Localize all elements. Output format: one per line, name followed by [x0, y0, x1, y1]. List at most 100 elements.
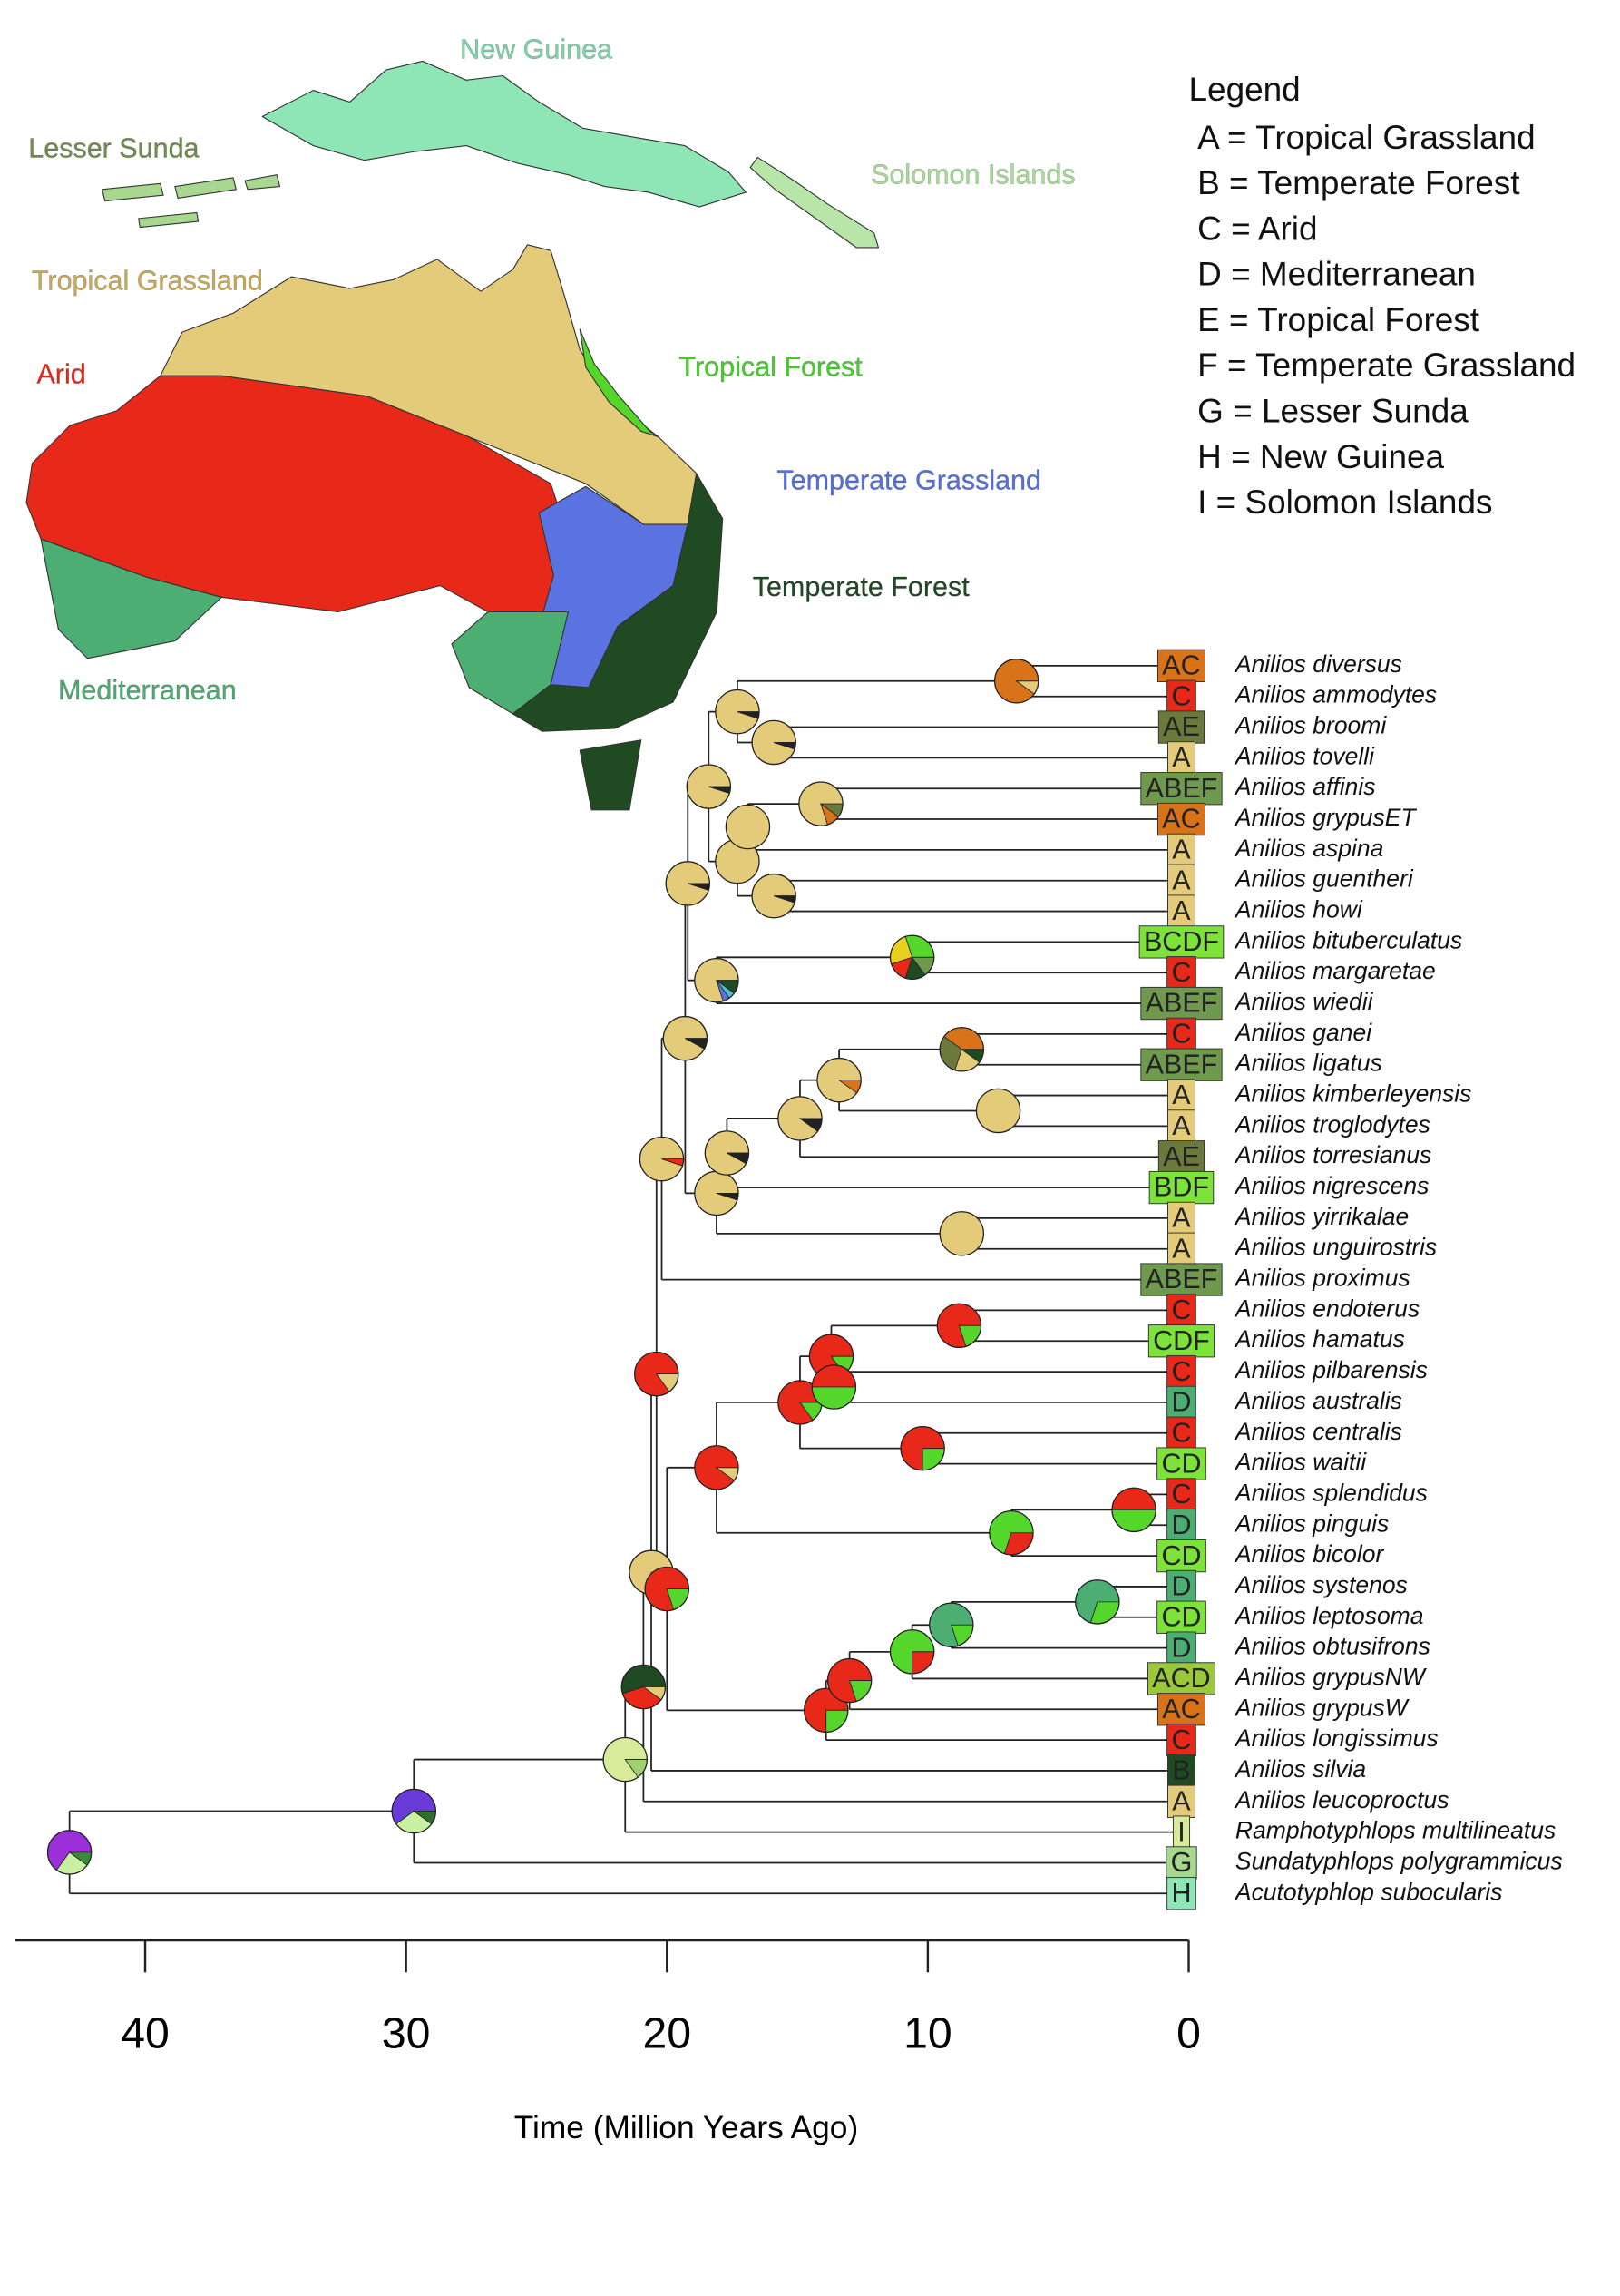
tip-area-box — [1166, 1478, 1196, 1511]
tip-name: Anilios guentheri — [1234, 865, 1414, 893]
tip-area-code: C — [1171, 1295, 1191, 1325]
tip-name: Sundatyphlops polygrammicus — [1235, 1847, 1563, 1874]
map-temperate-forest — [512, 473, 724, 811]
tip-name: Anilios ganei — [1234, 1019, 1372, 1046]
tip-name: Anilios bicolor — [1234, 1540, 1385, 1568]
legend-item: C = Arid — [1197, 210, 1317, 247]
tip-area-code: H — [1171, 1878, 1191, 1909]
tip-area-box — [1167, 1109, 1195, 1143]
tip-area-code: A — [1172, 865, 1191, 895]
pie-outline — [816, 1057, 862, 1103]
pie-outline — [694, 957, 739, 1003]
tip-area-code: C — [1171, 680, 1191, 711]
tip-area-code: AC — [1162, 650, 1200, 681]
tip-area-box — [1166, 679, 1196, 713]
tip-area-box — [1166, 1354, 1196, 1389]
tip-name: Anilios leucoproctus — [1234, 1786, 1449, 1813]
pies — [46, 659, 1156, 1875]
tip-name: Anilios pinguis — [1234, 1509, 1389, 1537]
pie-outline — [900, 1425, 945, 1471]
tip-name: Anilios proximus — [1234, 1265, 1410, 1292]
map-tropical-forest — [579, 328, 659, 438]
tip-area-box — [1167, 864, 1195, 897]
pie-outline — [936, 1303, 982, 1349]
legend-item: E = Tropical Forest — [1197, 301, 1479, 338]
tip-area-code: D — [1171, 1632, 1191, 1663]
tip-name: Anilios bituberculatus — [1234, 926, 1462, 953]
pie-outline — [602, 1736, 648, 1783]
tip-name: Anilios diversus — [1234, 650, 1402, 678]
tip-area-code: ABEF — [1146, 1264, 1218, 1295]
tip-area-box — [1166, 1294, 1196, 1327]
pie-outline — [777, 1096, 823, 1141]
pie-outline — [889, 1629, 935, 1675]
map-tropical-grassland — [160, 244, 698, 525]
tip-area-code: I — [1177, 1816, 1185, 1847]
pie-slice — [725, 804, 771, 850]
pie-outline — [634, 1351, 679, 1397]
tip-name: Anilios grypusNW — [1234, 1663, 1428, 1690]
tip-area-code: B — [1172, 1755, 1190, 1786]
tip-name: Anilios obtusifrons — [1234, 1633, 1430, 1660]
tip-name: Anilios systenos — [1234, 1571, 1408, 1598]
pie-outline — [662, 1015, 708, 1061]
pie-outline — [889, 934, 935, 981]
tip-area-box — [1166, 1569, 1196, 1604]
tip-name: Anilios ammodytes — [1234, 681, 1437, 708]
legend: Legend A = Tropical Grassland B = Tempera… — [1189, 71, 1576, 521]
legend-item: F = Temperate Grassland — [1197, 347, 1576, 384]
axis-tick-label: 0 — [1176, 2009, 1201, 2058]
tip-area-code: A — [1172, 835, 1191, 865]
axis-tick-label: 30 — [382, 2009, 431, 2058]
pie-outline — [989, 1509, 1034, 1556]
tip-name: Anilios ligatus — [1234, 1050, 1382, 1077]
map-label: Tropical Forest — [679, 351, 864, 382]
pie-outline — [929, 1602, 974, 1647]
tip-name: Anilios longissimus — [1234, 1724, 1439, 1752]
pie-outline — [665, 861, 711, 906]
pie-outline — [1111, 1487, 1156, 1533]
pie-outline — [798, 781, 844, 826]
pie-outline — [391, 1788, 437, 1834]
tip-name: Anilios kimberleyensis — [1234, 1080, 1472, 1108]
tip-name: Anilios splendidus — [1234, 1479, 1428, 1506]
tip-area-code: D — [1171, 1509, 1191, 1540]
tip-area-code: CD — [1161, 1448, 1201, 1479]
tip-area-box — [1140, 772, 1223, 806]
tip-area-box — [1157, 649, 1205, 683]
tip-area-code: AE — [1163, 711, 1200, 742]
axis-label: Time (Million Years Ago) — [514, 2110, 858, 2145]
tip-name: Anilios affinis — [1234, 773, 1376, 800]
pie-slice — [939, 1211, 985, 1256]
tip-area-code: G — [1171, 1847, 1193, 1878]
tip-area-code: ABEF — [1146, 773, 1218, 804]
tip-name: Anilios australis — [1234, 1387, 1402, 1414]
legend-item: G = Lesser Sunda — [1197, 392, 1469, 429]
tip-area-box — [1167, 894, 1195, 928]
tip-name: Acutotyphlop subocularis — [1234, 1878, 1502, 1905]
axis-tick-label: 20 — [642, 2009, 691, 2058]
map: New Guinea Lesser Sunda Solomon Islands … — [25, 34, 1076, 811]
pie-outline — [826, 1657, 873, 1704]
legend-item: I = Solomon Islands — [1197, 484, 1492, 521]
pie-outline — [803, 1687, 849, 1734]
legend-item: B = Temperate Forest — [1197, 164, 1519, 201]
tip-area-code: A — [1172, 1110, 1191, 1141]
tip-area-code: D — [1171, 1387, 1191, 1418]
tip-area-code: C — [1171, 957, 1191, 988]
pie-outline — [811, 1364, 857, 1410]
map-label: New Guinea — [460, 34, 612, 64]
tip-area-box — [1157, 710, 1205, 744]
map-label: Temperate Grassland — [776, 465, 1041, 496]
tip-name: Anilios waitii — [1234, 1449, 1367, 1476]
tip-area-code: BCDF — [1144, 926, 1219, 957]
tip-area-box — [1156, 1600, 1206, 1634]
tip-area-code: BDF — [1154, 1172, 1209, 1203]
tip-name: Anilios broomi — [1234, 712, 1387, 739]
map-label: Arid — [36, 358, 85, 389]
tip-name: Anilios hamatus — [1234, 1325, 1405, 1353]
tip-name: Anilios unguirostris — [1234, 1234, 1437, 1261]
